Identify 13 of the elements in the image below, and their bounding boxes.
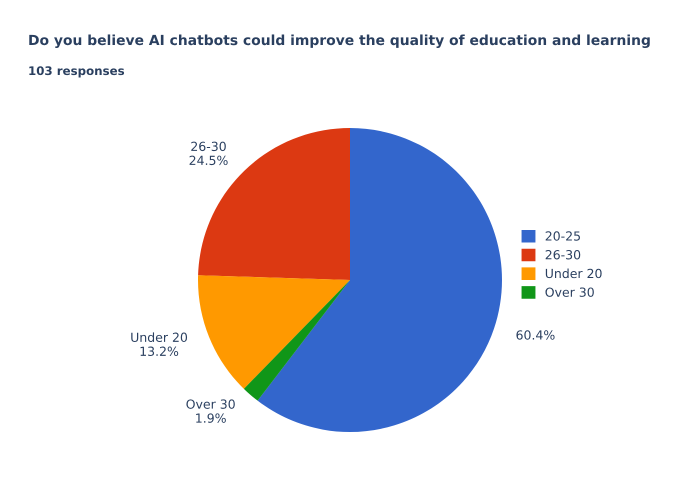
legend-label: Over 30	[545, 287, 594, 297]
pie-slice	[244, 280, 350, 401]
chart-subtitle: 103 responses	[29, 66, 124, 78]
data-label: 60.4%	[516, 330, 555, 340]
legend-label: 20-25	[546, 231, 580, 241]
pie-slice	[198, 275, 350, 389]
legend-label: Under 20	[546, 268, 602, 278]
data-label: Under 20 13.2%	[131, 332, 188, 356]
chart-title: Do you believe AI chatbots could improve the quality of education and learning	[29, 34, 650, 48]
data-label: 26-30 24.5%	[190, 142, 228, 166]
data-label: Over 30 1.9%	[186, 399, 235, 423]
pie-slice	[258, 128, 502, 432]
legend-label: 26-30	[546, 250, 580, 260]
